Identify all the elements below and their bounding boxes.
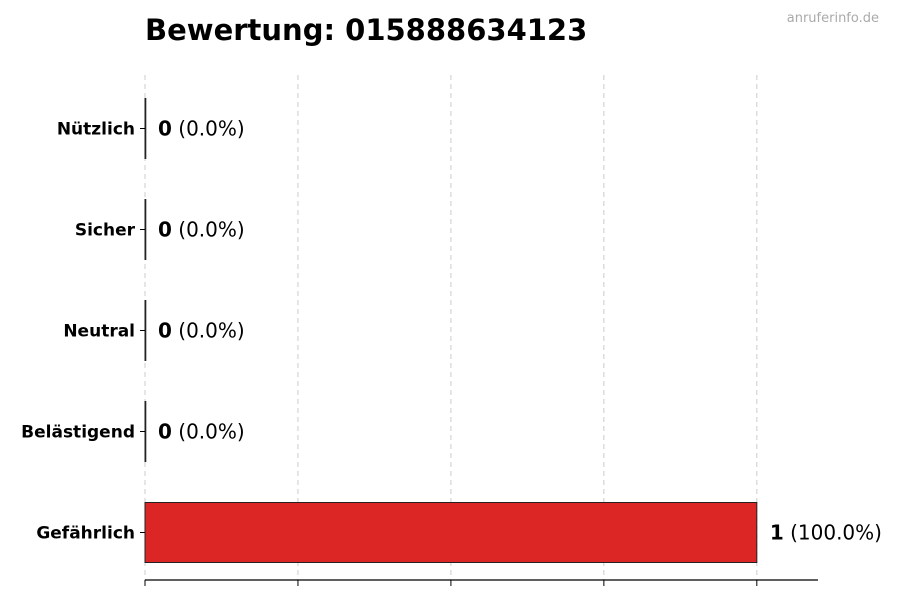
value-percent: (100.0%) <box>784 521 882 545</box>
value-label: 0 (0.0%) <box>158 420 245 444</box>
bar <box>144 98 147 159</box>
value-label: 1 (100.0%) <box>770 521 882 545</box>
bar <box>144 300 147 361</box>
value-label: 0 (0.0%) <box>158 218 245 242</box>
labels: Nützlich 0 (0.0%) Sicher 0 (0.0%) Neutral 0 (… <box>21 117 882 545</box>
category-label: Belästigend <box>21 423 135 443</box>
value-label: 0 (0.0%) <box>158 117 245 141</box>
value-label: 0 (0.0%) <box>158 319 245 343</box>
value-count: 0 <box>158 420 172 444</box>
value-count: 0 <box>158 319 172 343</box>
value-count: 0 <box>158 218 172 242</box>
category-label: Sicher <box>75 221 136 241</box>
value-percent: (0.0%) <box>172 117 245 141</box>
watermark: anruferinfo.de <box>787 11 879 26</box>
bar <box>144 199 147 260</box>
bar <box>144 502 758 563</box>
category-label: Neutral <box>63 322 135 342</box>
value-percent: (0.0%) <box>172 420 245 444</box>
value-count: 0 <box>158 117 172 141</box>
value-count: 1 <box>770 521 784 545</box>
axes <box>140 128 818 586</box>
bars <box>144 98 758 563</box>
chart-title: Bewertung: 015888634123 <box>145 13 587 47</box>
value-percent: (0.0%) <box>172 319 245 343</box>
category-label: Nützlich <box>57 120 135 140</box>
bar <box>144 401 147 462</box>
category-label: Gefährlich <box>36 524 135 544</box>
value-percent: (0.0%) <box>172 218 245 242</box>
